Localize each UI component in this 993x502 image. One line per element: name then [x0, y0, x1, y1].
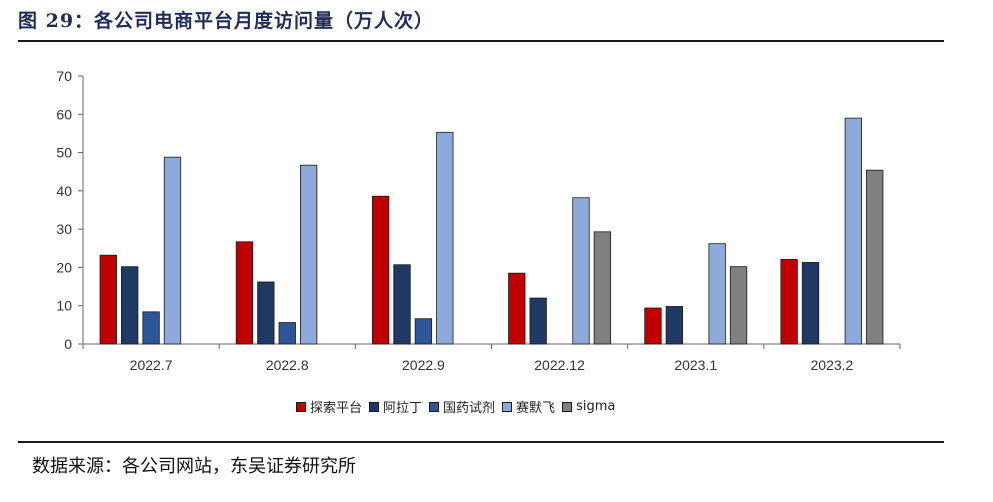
bar-赛默飞-2022.7 — [163, 156, 182, 345]
bar-阿拉丁-2022.12 — [529, 297, 547, 345]
bar-阿拉丁-2022.8 — [257, 281, 275, 345]
figure-title: 图 29：各公司电商平台月度访问量（万人次） — [18, 10, 435, 32]
legend-swatch — [296, 401, 306, 412]
y-tick-label: 70 — [56, 68, 72, 84]
bar-探索平台-2023.2 — [780, 258, 798, 345]
legend-item: sigma — [562, 399, 615, 414]
bar-sigma-2023.1 — [729, 266, 748, 345]
legend-swatch — [369, 401, 380, 412]
legend-item: 国药试剂 — [429, 397, 495, 416]
bar-国药试剂-2022.7 — [142, 311, 160, 345]
top-rule — [18, 40, 944, 42]
bar-chart: 0 10 20 30 40 50 60 70 2022.7 2022.8 2022.9 2022.12… — [56, 68, 901, 373]
x-tick-label: 2022.8 — [266, 357, 309, 373]
bar-sigma-2023.2 — [866, 169, 884, 345]
bar-赛默飞-2022.9 — [436, 131, 454, 345]
y-tick-label: 40 — [56, 183, 72, 199]
x-tick-label: 2023.1 — [674, 357, 717, 373]
y-tick-label: 0 — [64, 336, 72, 352]
legend-label: 赛默飞 — [516, 401, 556, 416]
bar-国药试剂-2022.8 — [278, 322, 296, 345]
y-tick-label: 20 — [56, 259, 72, 275]
chart-legend: 探索平台 阿拉丁 国药试剂 赛默飞 sigma — [296, 397, 622, 416]
bar-阿拉丁-2023.1 — [665, 306, 683, 345]
bar-探索平台-2022.9 — [371, 195, 390, 345]
legend-label: 探索平台 — [310, 401, 363, 416]
y-tick-label: 10 — [56, 298, 72, 314]
bar-sigma-2022.12 — [593, 231, 612, 345]
source-note: 数据来源：各公司网站，东吴证券研究所 — [32, 456, 356, 477]
bar-探索平台-2022.8 — [235, 241, 254, 345]
bar-赛默飞-2023.2 — [844, 117, 862, 345]
bottom-rule — [18, 441, 944, 443]
x-tick-label: 2022.7 — [130, 357, 173, 373]
x-tick-label: 2023.2 — [811, 357, 854, 373]
legend-swatch — [562, 401, 573, 412]
bar-阿拉丁-2022.9 — [393, 264, 411, 345]
legend-item: 探索平台 — [296, 397, 362, 416]
legend-swatch — [429, 401, 440, 412]
bar-赛默飞-2022.8 — [299, 164, 318, 345]
bar-探索平台-2023.1 — [644, 307, 662, 345]
bar-赛默飞-2023.1 — [708, 243, 726, 345]
y-tick-label: 60 — [56, 106, 72, 122]
legend-item: 阿拉丁 — [369, 397, 422, 416]
legend-swatch — [502, 401, 513, 412]
x-tick-label: 2022.12 — [534, 357, 585, 373]
legend-label: sigma — [576, 399, 616, 414]
bar-阿拉丁-2022.7 — [121, 266, 139, 345]
legend-label: 国药试剂 — [443, 401, 496, 416]
y-tick-label: 30 — [56, 221, 72, 237]
bar-国药试剂-2022.9 — [414, 318, 433, 345]
bar-探索平台-2022.7 — [99, 254, 117, 345]
y-tick-label: 50 — [56, 145, 72, 161]
bar-探索平台-2022.12 — [508, 272, 526, 345]
legend-label: 阿拉丁 — [383, 401, 423, 416]
bar-阿拉丁-2023.2 — [801, 262, 820, 345]
x-tick-label: 2022.9 — [402, 357, 445, 373]
legend-item: 赛默飞 — [502, 397, 555, 416]
bar-赛默飞-2022.12 — [572, 197, 590, 345]
